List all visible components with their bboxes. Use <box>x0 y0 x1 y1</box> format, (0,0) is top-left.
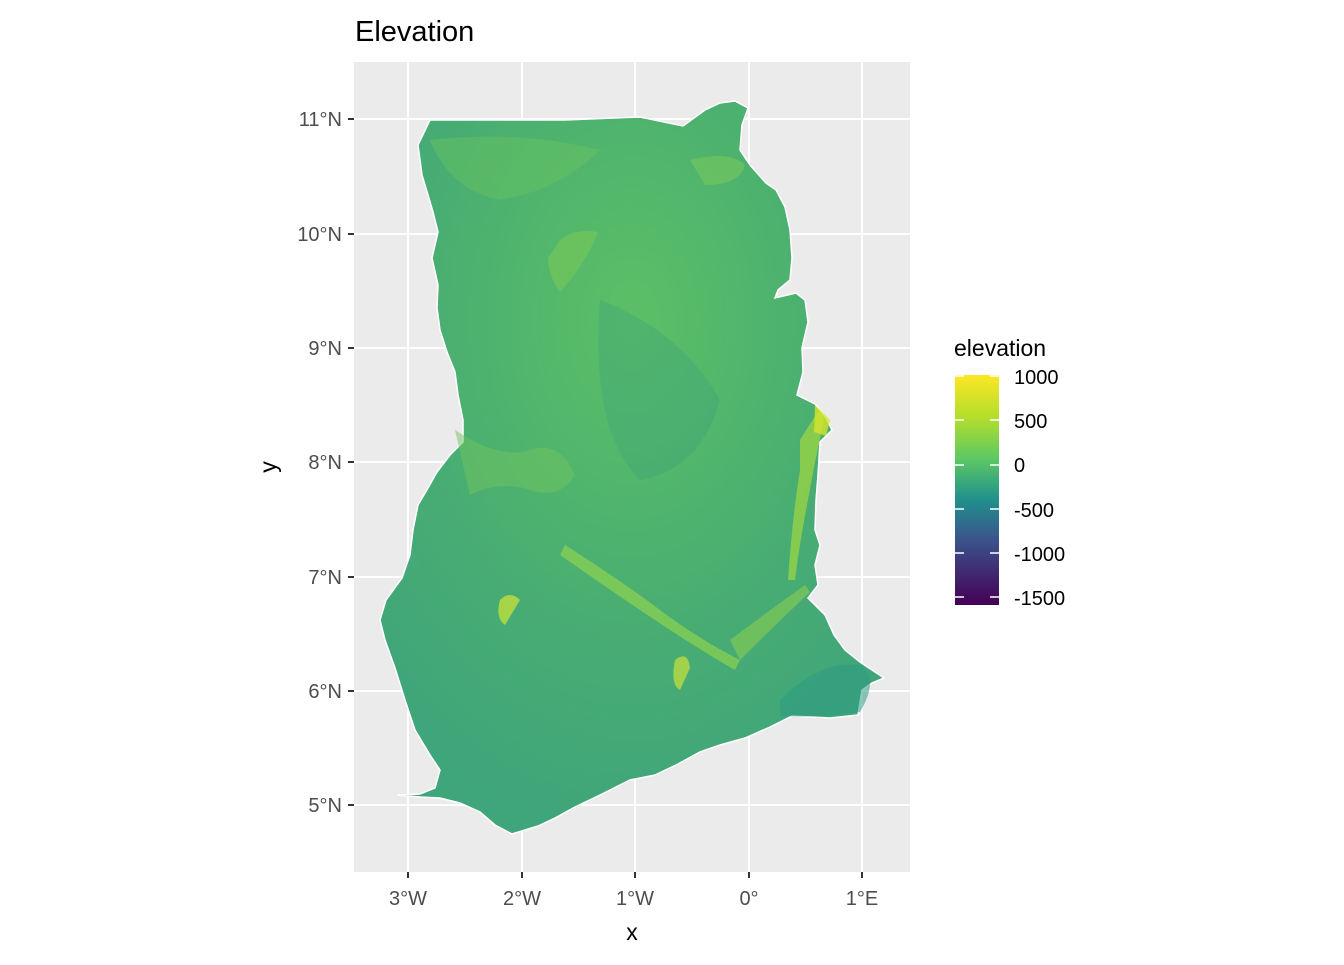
ridge-highlight <box>788 410 824 580</box>
ridge-highlight <box>498 595 520 625</box>
y-tick-label: 5°N <box>308 795 342 817</box>
y-tick-label: 8°N <box>308 452 342 474</box>
legend-label: -1000 <box>1014 544 1065 566</box>
x-axis <box>407 872 863 878</box>
legend-label: -1500 <box>1014 588 1065 610</box>
elevation-raster <box>379 100 886 835</box>
legend-colorbar <box>955 375 999 605</box>
lowland-shade <box>780 664 870 717</box>
plot-title: Elevation <box>355 16 474 48</box>
x-tick-label: 3°W <box>389 888 427 910</box>
ridge-highlight <box>560 545 740 670</box>
x-tick-label: 1°E <box>846 888 878 910</box>
x-axis-title: x <box>626 919 638 945</box>
ridge-highlight <box>455 430 575 495</box>
legend-label: -500 <box>1014 500 1054 522</box>
ridge-highlight <box>730 585 810 660</box>
ridge-highlight <box>814 405 830 436</box>
x-tick-label: 2°W <box>503 888 541 910</box>
legend-ticks <box>955 375 999 598</box>
y-axis-title: y <box>255 461 281 473</box>
ridge-highlight <box>673 656 690 690</box>
upland-shade <box>690 156 745 185</box>
legend: elevation 1000 500 0 -500 -1000 -1500 <box>954 335 1065 610</box>
y-tick-label: 10°N <box>297 224 342 246</box>
y-tick-label: 11°N <box>299 109 342 131</box>
legend-label: 1000 <box>1014 367 1059 389</box>
ghana-land-shape <box>379 100 886 835</box>
legend-label: 500 <box>1014 411 1047 433</box>
y-tick-label: 6°N <box>308 681 342 703</box>
y-axis <box>348 118 354 806</box>
upland-shade <box>430 136 600 200</box>
y-tick-label: 7°N <box>308 567 342 589</box>
y-tick-labels: 11°N 10°N 9°N 8°N 7°N 6°N 5°N <box>297 109 342 817</box>
legend-label: 0 <box>1014 455 1025 477</box>
x-tick-label: 1°W <box>616 888 654 910</box>
ridge-highlight <box>548 231 598 292</box>
legend-title: elevation <box>954 335 1046 361</box>
x-tick-labels: 3°W 2°W 1°W 0° 1°E <box>389 888 878 910</box>
y-tick-label: 9°N <box>308 338 342 360</box>
lowland-shade <box>598 300 720 480</box>
x-tick-label: 0° <box>739 888 758 910</box>
